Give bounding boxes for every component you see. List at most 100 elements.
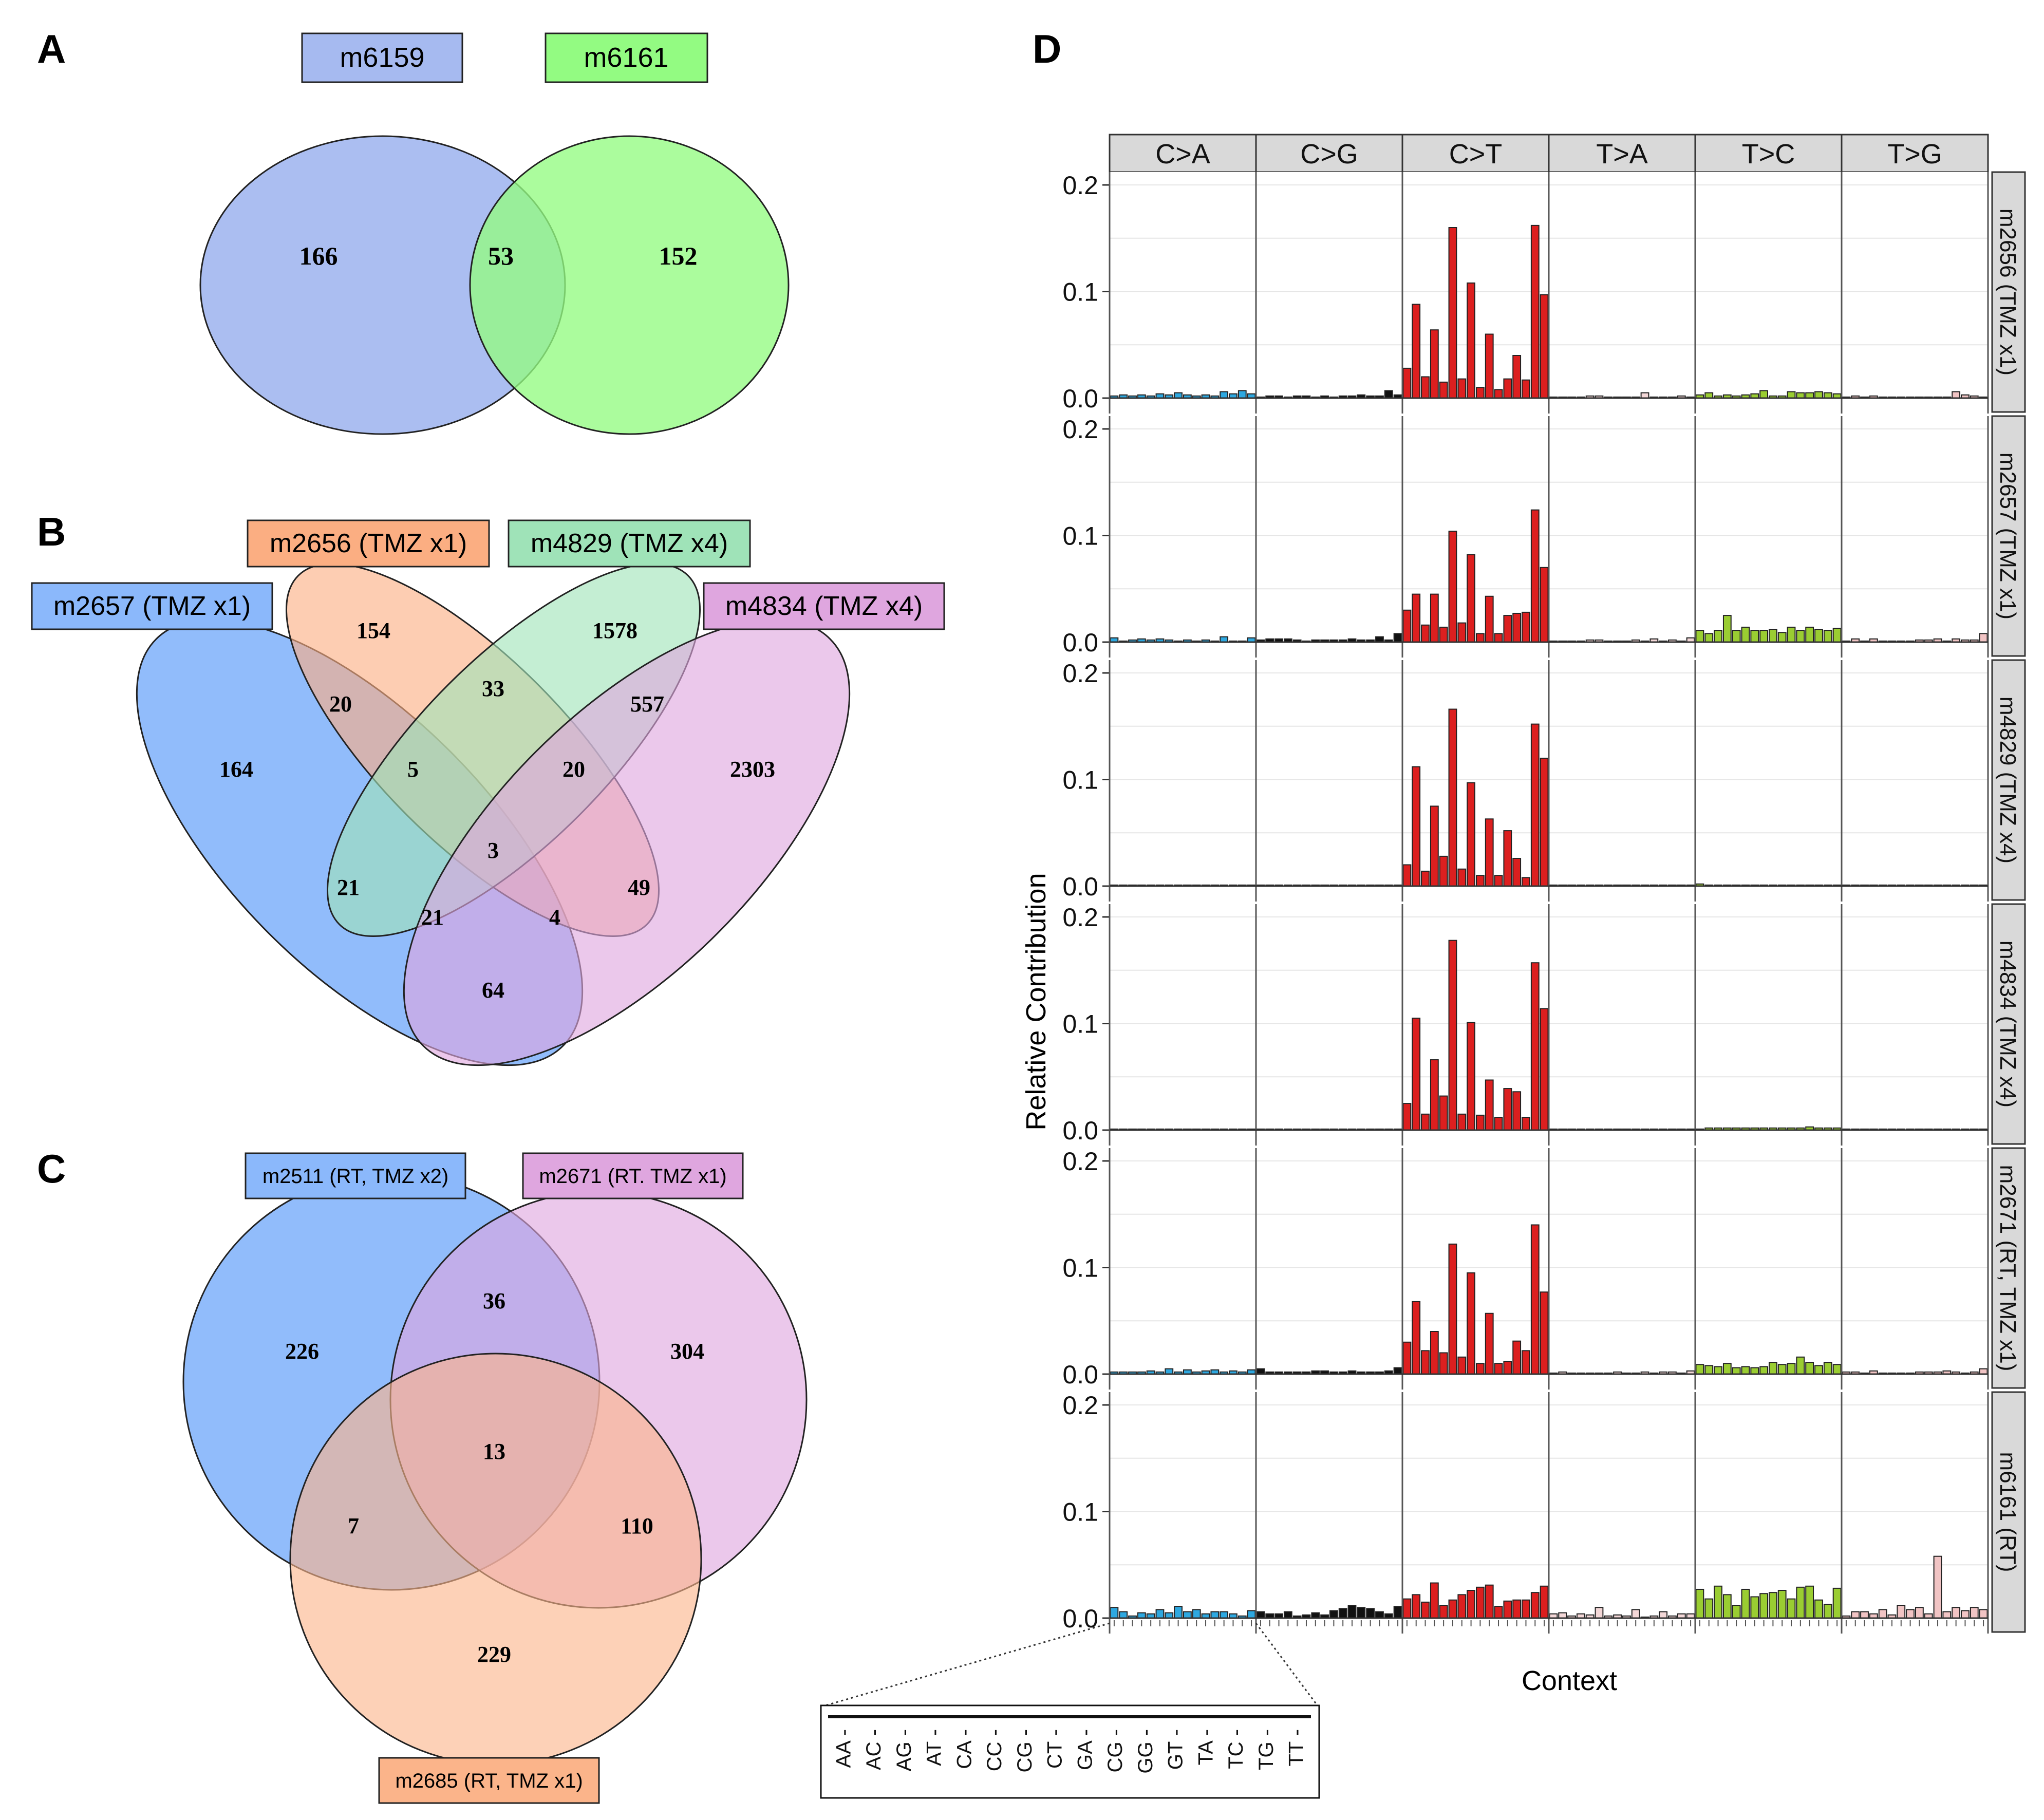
bar	[1659, 1611, 1668, 1619]
bar	[1796, 1356, 1805, 1375]
y-tick-label: 0.2	[1062, 171, 1098, 200]
bar	[1741, 626, 1750, 643]
bar	[1457, 1113, 1467, 1131]
bar	[1155, 1609, 1165, 1619]
venn-a-label-m6159: m6159	[340, 42, 424, 73]
bar	[1421, 376, 1430, 399]
bar	[1256, 1368, 1265, 1375]
bar	[1777, 1590, 1787, 1619]
bar	[1851, 1611, 1860, 1619]
context-legend: AA - AC - AG - AT - CA - CC - CG - CT - GA - CG -…	[820, 1704, 1320, 1799]
sample-label: m4834 (TMZ x4)	[1995, 941, 2020, 1108]
bar	[1485, 1079, 1494, 1131]
y-tick-label: 0.1	[1062, 522, 1098, 551]
venn-b: m2657 (TMZ x1) m2656 (TMZ x1) m4829 (TMZ…	[31, 519, 945, 1066]
bar	[1970, 1607, 1979, 1619]
bar	[1979, 1368, 1988, 1375]
bar	[1805, 392, 1814, 399]
sample-strip-4	[1991, 1147, 2026, 1389]
venn-b-label-box-m2656	[247, 519, 490, 568]
y-tick-label: 0.0	[1062, 1116, 1098, 1145]
y-tick-label: 0.1	[1062, 278, 1098, 307]
bar	[1741, 1588, 1750, 1619]
bar	[1439, 381, 1448, 399]
bar	[1220, 636, 1229, 643]
venn-b-count-all: 3	[487, 838, 499, 863]
y-tick-label: 0.2	[1062, 659, 1098, 688]
y-tick-label: 0.1	[1062, 1254, 1098, 1283]
bar	[1430, 329, 1439, 399]
bar	[1796, 1586, 1805, 1619]
zoom-line-left	[821, 1622, 1110, 1708]
bar	[1237, 390, 1247, 399]
panel-letter-d: D	[1033, 26, 1061, 71]
bar	[1421, 624, 1430, 643]
bar	[1476, 875, 1485, 887]
bar	[1503, 1361, 1512, 1375]
bar	[1467, 554, 1475, 643]
bar	[1503, 830, 1512, 887]
bar	[1393, 1606, 1402, 1619]
bar	[1695, 630, 1704, 643]
bar	[1759, 1366, 1768, 1375]
bar	[1494, 389, 1503, 399]
bar	[1540, 294, 1549, 399]
bar	[1430, 1331, 1439, 1375]
bar	[1787, 1598, 1796, 1619]
context-label-gt: GT -	[1165, 1729, 1187, 1770]
venn-a-count-m6161-only: 152	[659, 241, 698, 270]
context-label-ct: CT -	[1044, 1729, 1066, 1769]
bar	[1366, 1608, 1375, 1619]
bar	[1467, 282, 1475, 399]
venn-c: m2511 (RT, TMZ x2) m2671 (RT. TMZ x1) m2…	[182, 1152, 808, 1804]
bar	[1357, 1607, 1366, 1619]
bar	[1412, 304, 1421, 399]
strip-header-5	[1841, 134, 1989, 173]
bar	[1814, 391, 1823, 399]
bar	[1722, 615, 1732, 643]
bar	[1759, 630, 1768, 643]
strip-header-4	[1694, 134, 1843, 173]
y-tick-label: 0.1	[1062, 1498, 1098, 1527]
bar	[1503, 1088, 1512, 1131]
x-axis-label: Context	[1522, 1665, 1617, 1696]
bar	[1704, 392, 1714, 399]
bar	[1704, 1365, 1714, 1375]
bar	[1640, 392, 1649, 399]
bar	[1467, 1022, 1475, 1131]
bar	[1530, 962, 1540, 1131]
panel-letter-c: C	[37, 1146, 66, 1191]
venn-b-count-m2656-m2657: 20	[329, 691, 352, 717]
venn-c-set-m2685	[289, 1353, 702, 1766]
strip-header-1	[1255, 134, 1403, 173]
venn-b-count-m2656-m4829: 33	[482, 676, 504, 701]
bar	[1540, 1291, 1549, 1375]
bar	[1503, 1600, 1512, 1619]
bar	[1787, 626, 1796, 643]
venn-c-count-m2685-only: 229	[477, 1642, 511, 1667]
bar	[1952, 1607, 1961, 1619]
venn-b-count-m4829-only: 1578	[592, 618, 637, 643]
bar	[1503, 615, 1512, 643]
bar	[1750, 1596, 1759, 1619]
bar	[1412, 593, 1421, 643]
venn-b-label-box-m4834	[703, 582, 945, 630]
bar	[1494, 1363, 1503, 1375]
y-tick-label: 0.2	[1062, 1147, 1098, 1176]
bar	[1915, 1607, 1924, 1619]
bar	[1777, 1364, 1787, 1375]
bar	[1522, 379, 1530, 399]
sample-strip-3	[1991, 903, 2026, 1145]
bar	[1906, 1609, 1915, 1619]
context-label-cc: CC -	[983, 1729, 1006, 1771]
venn-a-set-m6161	[469, 135, 790, 435]
venn-b-set-m4834	[403, 618, 851, 1066]
panel-letter-b: B	[37, 509, 66, 554]
bar	[1704, 1598, 1714, 1619]
venn-b-count-m2657-m4829: 21	[337, 875, 360, 900]
bar	[1485, 333, 1494, 399]
context-label-ag: AG -	[893, 1729, 915, 1771]
bar	[1777, 632, 1787, 643]
venn-b-label-m2657: m2657 (TMZ x1)	[53, 591, 251, 621]
